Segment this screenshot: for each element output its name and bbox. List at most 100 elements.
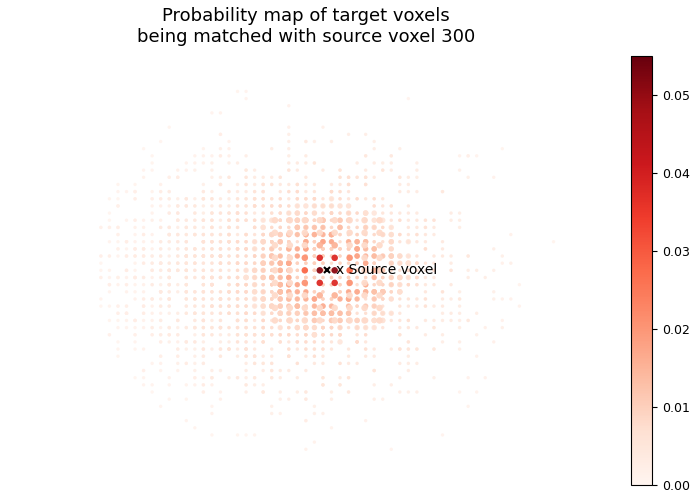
Point <box>360 166 371 174</box>
Point <box>274 316 286 324</box>
Point <box>138 310 149 318</box>
Point <box>360 259 371 267</box>
Point <box>343 310 354 318</box>
Point <box>181 252 192 260</box>
Point <box>369 245 380 253</box>
Point <box>284 288 295 296</box>
Point <box>215 252 226 260</box>
Point <box>309 295 320 303</box>
Point <box>351 295 363 303</box>
Point <box>292 209 303 217</box>
Point <box>292 159 303 167</box>
Point <box>172 209 183 217</box>
Point <box>317 230 328 238</box>
Point <box>113 302 124 310</box>
Point <box>394 360 405 368</box>
Point <box>386 310 397 318</box>
Point <box>198 266 209 274</box>
Point <box>172 245 183 253</box>
Point <box>241 331 252 339</box>
Point <box>198 360 209 368</box>
Point <box>480 374 491 382</box>
Point <box>215 252 226 260</box>
Point <box>428 345 440 353</box>
Point <box>189 295 200 303</box>
Point <box>249 295 260 303</box>
Point <box>360 288 371 296</box>
Point <box>360 245 371 253</box>
Point <box>232 252 243 260</box>
Point <box>377 295 388 303</box>
Point <box>488 288 499 296</box>
Point <box>284 345 295 353</box>
Point <box>300 288 312 296</box>
Point <box>266 238 277 246</box>
Point <box>292 288 303 296</box>
Point <box>241 245 252 253</box>
Point <box>266 180 277 188</box>
Point <box>270 242 281 250</box>
Point <box>351 224 363 232</box>
Point <box>215 252 226 260</box>
Point <box>189 310 200 318</box>
Point <box>317 280 328 288</box>
Point <box>292 245 303 253</box>
Point <box>181 266 192 274</box>
Point <box>274 280 286 288</box>
Point <box>249 280 260 288</box>
Point <box>480 274 491 281</box>
Point <box>292 180 303 188</box>
Point <box>155 188 167 196</box>
Point <box>300 331 312 339</box>
Point <box>300 259 312 267</box>
Point <box>394 331 405 339</box>
Point <box>249 238 260 246</box>
Point <box>198 230 209 238</box>
Point <box>284 288 295 296</box>
Point <box>386 238 397 246</box>
Point <box>223 224 235 232</box>
Point <box>232 280 243 288</box>
Point <box>249 224 260 232</box>
Point <box>284 310 295 318</box>
Point <box>274 310 286 318</box>
Point <box>284 188 295 196</box>
Point <box>309 180 320 188</box>
Point <box>343 274 354 281</box>
Point <box>258 331 269 339</box>
Point <box>412 280 423 288</box>
Point <box>300 266 312 274</box>
Point <box>274 374 286 382</box>
Point <box>377 209 388 217</box>
Point <box>258 252 269 260</box>
Point <box>284 280 295 288</box>
Point <box>223 288 235 296</box>
Point <box>300 209 312 217</box>
Point <box>463 152 474 160</box>
Point <box>198 352 209 360</box>
Point <box>359 254 370 262</box>
Point <box>377 224 388 232</box>
Point <box>292 245 303 253</box>
Point <box>437 252 448 260</box>
Point <box>377 216 388 224</box>
Point <box>155 288 167 296</box>
Point <box>241 274 252 281</box>
Point <box>258 259 269 267</box>
Point <box>360 302 371 310</box>
Point <box>266 366 277 374</box>
Point <box>300 280 312 288</box>
Point <box>292 216 303 224</box>
Point <box>454 224 466 232</box>
Point <box>155 360 167 368</box>
Point <box>343 374 354 382</box>
Point <box>172 202 183 210</box>
Point <box>300 302 312 310</box>
Point <box>300 395 312 403</box>
Point <box>377 288 388 296</box>
Point <box>369 245 380 253</box>
Point <box>402 274 414 281</box>
Point <box>292 252 303 260</box>
Point <box>394 266 405 274</box>
Point <box>215 345 226 353</box>
